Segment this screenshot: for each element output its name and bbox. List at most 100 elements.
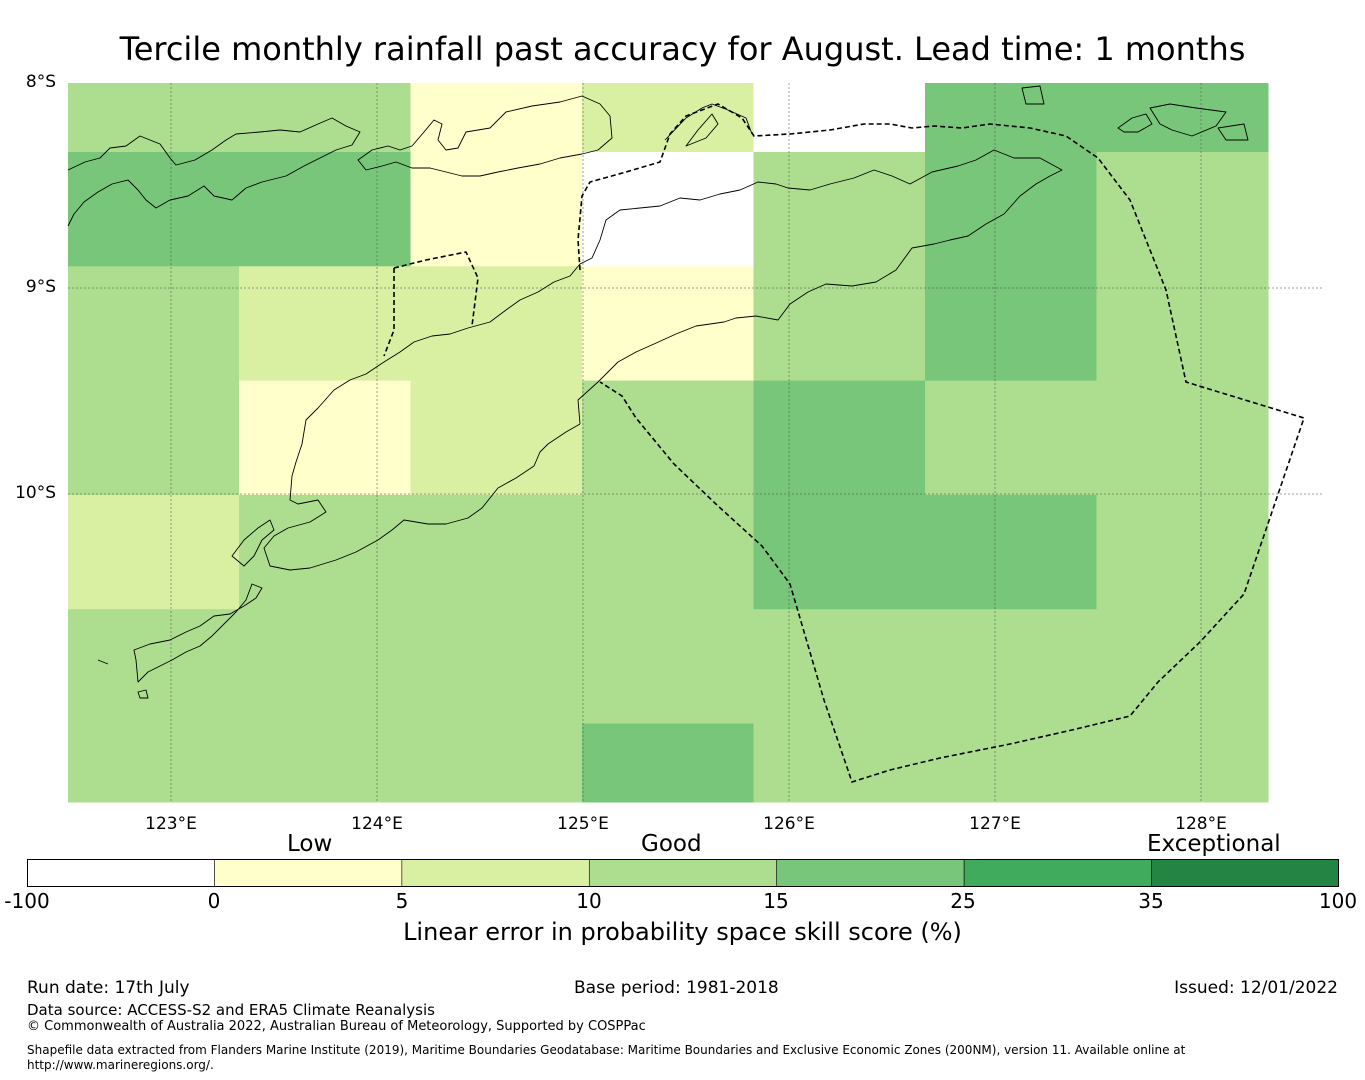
- grid-cell: [239, 266, 411, 382]
- grid-cell: [582, 494, 754, 610]
- colorbar-tick-100: 100: [1318, 889, 1358, 913]
- longitude-label-123e: 123°E: [145, 814, 197, 834]
- grid-cell: [753, 723, 926, 803]
- legend-category-exceptional: Exceptional: [1147, 831, 1281, 857]
- grid-cell: [68, 266, 240, 382]
- grid-cell: [1096, 494, 1269, 610]
- legend-category-good: Good: [641, 831, 702, 857]
- coastline-rote: [231, 519, 275, 567]
- colorbar-segment: [27, 859, 215, 887]
- shapefile-url: http://www.marineregions.org/.: [27, 1058, 214, 1072]
- latitude-label-8s: 8°S: [25, 72, 56, 92]
- grid-cell: [1096, 609, 1269, 724]
- maritime-boundaries: [383, 103, 1306, 783]
- coastline-flores: [67, 117, 361, 227]
- grid-cell: [68, 380, 240, 496]
- latitude-label-10s: 10°S: [15, 483, 56, 503]
- grid-cell: [239, 609, 411, 724]
- grid-cell: [68, 83, 240, 153]
- colorbar-tick-0: 0: [207, 889, 221, 913]
- grid-cell: [239, 494, 411, 610]
- colorbar: [27, 859, 1339, 887]
- grid-cell: [1096, 266, 1269, 382]
- coastline-sawu: [97, 583, 263, 683]
- grid-cell: [582, 723, 754, 803]
- latitude-label-9s: 9°S: [25, 277, 56, 297]
- longitude-label-127e: 127°E: [969, 814, 1021, 834]
- grid-cell: [925, 380, 1097, 496]
- colorbar-tick-15: 15: [763, 889, 789, 913]
- coastline-leti: [1021, 85, 1045, 105]
- grid-cell: [753, 266, 926, 382]
- grid-cell: [753, 152, 926, 267]
- grid-cell: [753, 83, 926, 153]
- colorbar-segment: [776, 859, 965, 887]
- graticule: [68, 83, 1324, 802]
- colorbar-segment: [1151, 859, 1339, 887]
- coastline-wetar: [664, 103, 753, 141]
- grid-cell: [925, 609, 1097, 724]
- grid-cell: [753, 494, 926, 610]
- base-period: Base period: 1981-2018: [574, 978, 779, 998]
- colorbar-segment: [401, 859, 590, 887]
- grid-cell: [410, 266, 583, 382]
- grid-cell: [410, 723, 583, 803]
- colorbar-segment: [588, 859, 778, 887]
- grid-cell: [582, 609, 754, 724]
- grid-cell: [239, 723, 411, 803]
- colorbar-tick-25: 25: [950, 889, 976, 913]
- longitude-label-124e: 124°E: [351, 814, 403, 834]
- grid-cell: [582, 266, 754, 382]
- copyright: © Commonwealth of Australia 2022, Austra…: [27, 1019, 646, 1034]
- issued-date: Issued: 12/01/2022: [1174, 978, 1338, 998]
- grid-cell: [68, 723, 240, 803]
- map-title: Tercile monthly rainfall past accuracy f…: [119, 30, 1246, 68]
- grid-cell: [410, 609, 583, 724]
- grid-cell: [1096, 723, 1269, 803]
- skill-grid: [68, 83, 1269, 803]
- coastline-atauro: [685, 113, 719, 147]
- colorbar-segment: [214, 859, 403, 887]
- coastlines: [67, 85, 1249, 699]
- longitude-label-125e: 125°E: [557, 814, 609, 834]
- colorbar-tick-35: 35: [1138, 889, 1164, 913]
- grid-cell: [582, 152, 754, 267]
- colorbar-segment: [963, 859, 1152, 887]
- legend-category-low: Low: [287, 831, 333, 857]
- grid-cell: [753, 380, 926, 496]
- longitude-label-126e: 126°E: [763, 814, 815, 834]
- grid-cell: [925, 494, 1097, 610]
- colorbar-tick-minus100: -100: [4, 889, 50, 913]
- coastline-sermata: [1149, 103, 1227, 137]
- run-date: Run date: 17th July: [27, 978, 190, 998]
- grid-cell: [925, 83, 1097, 153]
- coastline-islet-2: [1217, 123, 1249, 141]
- eez-boundary-oecusse: [383, 251, 479, 357]
- grid-cell: [1096, 380, 1269, 496]
- skill-score-map: [67, 83, 1324, 803]
- grid-cell: [239, 380, 411, 496]
- colorbar-tick-5: 5: [395, 889, 409, 913]
- shapefile-credit: Shapefile data extracted from Flanders M…: [27, 1043, 1186, 1057]
- grid-cell: [410, 152, 583, 267]
- grid-cell: [410, 83, 583, 153]
- grid-cell: [239, 152, 411, 267]
- longitude-label-128e: 128°E: [1175, 814, 1227, 834]
- grid-cell: [68, 494, 240, 610]
- grid-cell: [410, 494, 583, 610]
- grid-cell: [925, 152, 1097, 267]
- eez-boundary-north: [577, 103, 1306, 783]
- grid-cell: [239, 83, 411, 153]
- grid-cell: [753, 609, 926, 724]
- grid-cell: [1096, 152, 1269, 267]
- grid-cell: [1096, 83, 1269, 153]
- colorbar-tick-10: 10: [576, 889, 602, 913]
- grid-cell: [410, 380, 583, 496]
- grid-cell: [68, 609, 240, 724]
- colorbar-title: Linear error in probability space skill …: [403, 918, 962, 946]
- coastline-timor: [263, 149, 1063, 571]
- grid-cell: [68, 152, 240, 267]
- coastline-moa: [1117, 113, 1153, 133]
- grid-cell: [582, 380, 754, 496]
- data-source: Data source: ACCESS-S2 and ERA5 Climate …: [27, 1001, 435, 1019]
